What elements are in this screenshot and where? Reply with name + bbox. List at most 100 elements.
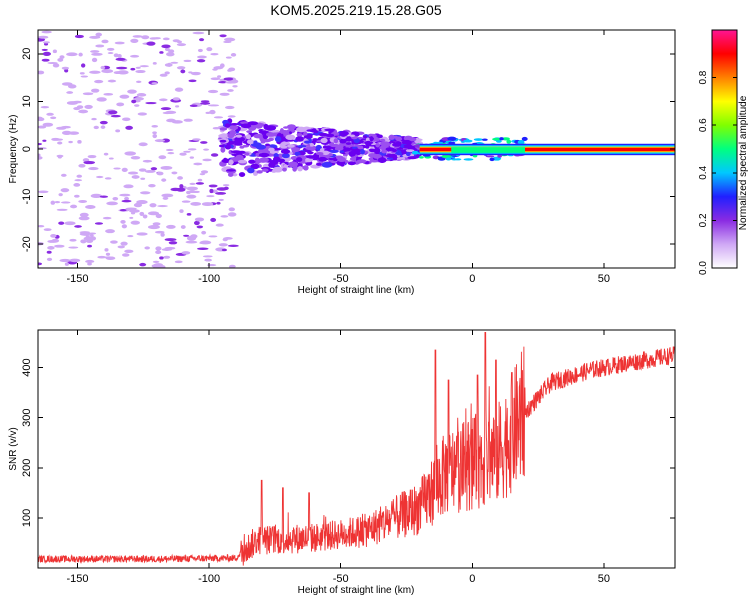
spectrogram-onset-cell bbox=[271, 169, 277, 173]
spectrogram-noise-cell bbox=[125, 125, 133, 130]
spectrogram-noise-cell bbox=[213, 116, 224, 119]
spectrogram-onset-cell bbox=[223, 157, 228, 162]
spectrogram-noise-cell bbox=[185, 240, 198, 244]
spectrogram-transition-cell bbox=[489, 157, 495, 162]
spectrogram-noise-cell bbox=[163, 255, 171, 259]
spectrogram-onset-cell bbox=[375, 142, 380, 148]
spectrogram-noise-cell bbox=[200, 100, 210, 103]
spectrogram-noise-cell bbox=[78, 216, 90, 221]
spectrogram-onset-cell bbox=[282, 167, 287, 172]
spectrogram-onset-cell bbox=[311, 128, 317, 133]
spectrogram-onset-cell bbox=[265, 132, 276, 137]
spectrogram-noise-cell bbox=[42, 51, 51, 56]
spectrogram-noise-cell bbox=[217, 75, 222, 78]
spectrogram-noise-cell bbox=[183, 234, 190, 237]
spectrogram-onset-cell bbox=[360, 149, 365, 155]
spectrogram-noise-cell bbox=[64, 68, 69, 73]
spectrogram-noise-cell bbox=[225, 81, 236, 84]
spectrogram-noise-cell bbox=[85, 259, 95, 263]
spectrogram-noise-cell bbox=[189, 182, 196, 185]
spectrogram-noise-cell bbox=[53, 244, 65, 248]
spectrogram-onset-cell bbox=[345, 142, 352, 145]
spectrogram-onset-cell bbox=[324, 128, 336, 132]
spectrogram-noise-cell bbox=[200, 141, 208, 144]
spectrogram-onset-cell bbox=[348, 150, 356, 157]
spectrogram-noise-cell bbox=[197, 48, 203, 53]
spectrogram-onset-cell bbox=[239, 145, 245, 149]
spectrogram-noise-cell bbox=[160, 232, 165, 237]
spectrogram-noise-cell bbox=[85, 205, 96, 209]
spectrogram-onset-cell bbox=[227, 172, 234, 177]
spectrogram-noise-cell bbox=[100, 65, 106, 70]
spectrogram-noise-cell bbox=[209, 109, 216, 115]
spectrogram-noise-cell bbox=[84, 104, 93, 109]
spectrogram-noise-cell bbox=[79, 212, 89, 217]
spectrogram-transition-cell bbox=[497, 154, 502, 158]
spectrogram-noise-cell bbox=[200, 101, 211, 105]
spectrogram-onset-cell bbox=[268, 162, 276, 168]
spectrogram-onset-cell bbox=[295, 157, 303, 162]
snr-series-line bbox=[38, 332, 675, 566]
spectrogram-x-ticks: -150 -100 -50 0 50 bbox=[66, 30, 610, 285]
spectrogram-noise-cell bbox=[190, 201, 202, 206]
spectrogram-noise-cell bbox=[166, 224, 176, 229]
spectrogram-transition-cell bbox=[448, 141, 456, 145]
spectrogram-onset-cell bbox=[296, 133, 303, 137]
spectrogram-noise-cell bbox=[61, 66, 70, 70]
spectrogram-noise-cell bbox=[187, 148, 197, 151]
spectrogram-onset-cell bbox=[255, 144, 267, 150]
spectrogram-onset-cell bbox=[287, 144, 295, 148]
spectrogram-onset-cell bbox=[377, 157, 387, 163]
spectrogram-noise-cell bbox=[115, 129, 121, 133]
spectrogram-noise-cell bbox=[192, 31, 205, 35]
spectrogram-noise-cell bbox=[140, 177, 146, 180]
spectrogram-noise-cell bbox=[104, 248, 109, 252]
spectrogram-onset-cell bbox=[329, 149, 339, 154]
snr-x-ticks: -150 -100 -50 0 50 bbox=[66, 330, 610, 585]
spectrogram-noise-cell bbox=[179, 209, 184, 213]
spectrogram-noise-cell bbox=[50, 234, 57, 238]
spectrogram-noise-cell bbox=[207, 89, 219, 94]
y-tick-label: 10 bbox=[21, 95, 33, 107]
spectrogram-noise-cell bbox=[160, 165, 173, 170]
spectrogram-transition-cell bbox=[521, 136, 528, 141]
spectrogram-noise-cell bbox=[41, 30, 52, 34]
spectrogram-onset-cell bbox=[405, 151, 411, 157]
spectrogram-onset-cell bbox=[365, 137, 371, 142]
spectrogram-noise-cell bbox=[216, 201, 221, 205]
spectrogram-noise-cell bbox=[188, 79, 197, 83]
spectrogram-noise-cell bbox=[120, 241, 128, 246]
spectrogram-noise-cell bbox=[38, 262, 42, 266]
spectrogram-noise-cell bbox=[93, 125, 99, 130]
spectrogram-noise-cell bbox=[127, 89, 137, 94]
spectrogram-onset-cell bbox=[234, 142, 243, 146]
spectrogram-noise-cell bbox=[133, 202, 143, 208]
spectrogram-onset-cell bbox=[315, 151, 324, 156]
spectrogram-noise-cell bbox=[85, 239, 94, 244]
spectrogram-onset-cell bbox=[240, 123, 252, 129]
spectrogram-noise-cell bbox=[189, 104, 198, 108]
spectrogram-noise-cell bbox=[56, 208, 68, 211]
spectrogram-onset-cell bbox=[280, 141, 288, 146]
spectrogram-noise-cell bbox=[110, 114, 121, 118]
spectrogram-noise-cell bbox=[196, 225, 204, 229]
spectrogram-noise-cell bbox=[164, 71, 170, 75]
spectrogram-onset-cell bbox=[385, 142, 390, 146]
spectrogram-noise-cell bbox=[87, 244, 92, 248]
spectrogram-onset-cell bbox=[309, 143, 315, 147]
spectrogram-noise-cell bbox=[155, 213, 162, 219]
spectrogram-noise-cell bbox=[218, 243, 228, 247]
spectrogram-onset-cell bbox=[258, 152, 270, 158]
spectrogram-noise-cell bbox=[174, 87, 184, 92]
spectrogram-onset-cell bbox=[224, 123, 231, 128]
spectrogram-noise-cell bbox=[50, 116, 57, 120]
spectrogram-noise-cell bbox=[94, 79, 104, 84]
spectrogram-onset-cell bbox=[343, 147, 351, 153]
spectrogram-noise-cell bbox=[64, 262, 69, 266]
spectrogram-onset-cell bbox=[295, 136, 304, 142]
spectrogram-onset-cell bbox=[337, 156, 347, 163]
spectrogram-noise-cell bbox=[155, 250, 162, 255]
spectrogram-noise-cell bbox=[181, 200, 191, 203]
spectrogram-noise-cell bbox=[94, 222, 104, 225]
